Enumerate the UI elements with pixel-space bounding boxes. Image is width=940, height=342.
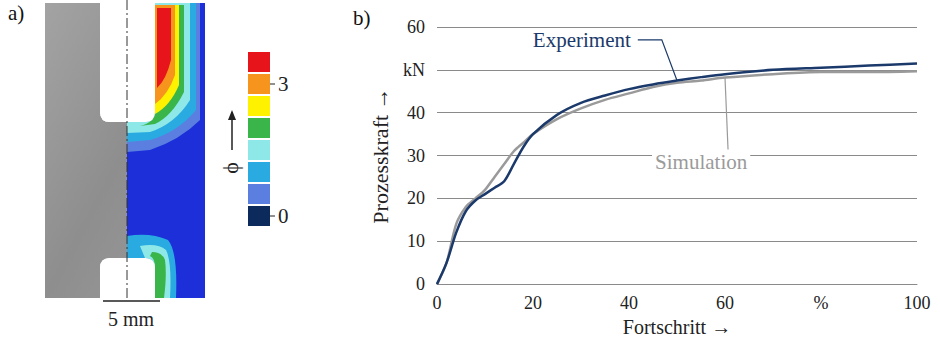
svg-text:%: % <box>814 293 829 313</box>
svg-text:0: 0 <box>416 274 425 294</box>
svg-text:60: 60 <box>716 293 734 313</box>
svg-text:a): a) <box>8 1 24 25</box>
svg-text:5 mm: 5 mm <box>108 308 155 330</box>
svg-text:60: 60 <box>407 17 425 37</box>
svg-text:20: 20 <box>524 293 542 313</box>
svg-text:3: 3 <box>278 72 289 96</box>
svg-text:Simulation: Simulation <box>655 150 748 174</box>
svg-text:20: 20 <box>407 188 425 208</box>
svg-text:Experiment: Experiment <box>533 28 631 52</box>
svg-text:0: 0 <box>433 293 442 313</box>
svg-text:ϕ: ϕ <box>218 162 243 174</box>
svg-text:Fortschritt →: Fortschritt → <box>623 316 731 338</box>
svg-text:kN: kN <box>403 60 425 80</box>
svg-text:10: 10 <box>407 231 425 251</box>
svg-text:Prozesskraft →: Prozesskraft → <box>368 87 393 223</box>
svg-text:0: 0 <box>278 204 289 228</box>
svg-text:40: 40 <box>620 293 638 313</box>
svg-text:b): b) <box>353 6 371 30</box>
svg-text:100: 100 <box>904 293 931 313</box>
svg-text:40: 40 <box>407 103 425 123</box>
svg-text:30: 30 <box>407 146 425 166</box>
